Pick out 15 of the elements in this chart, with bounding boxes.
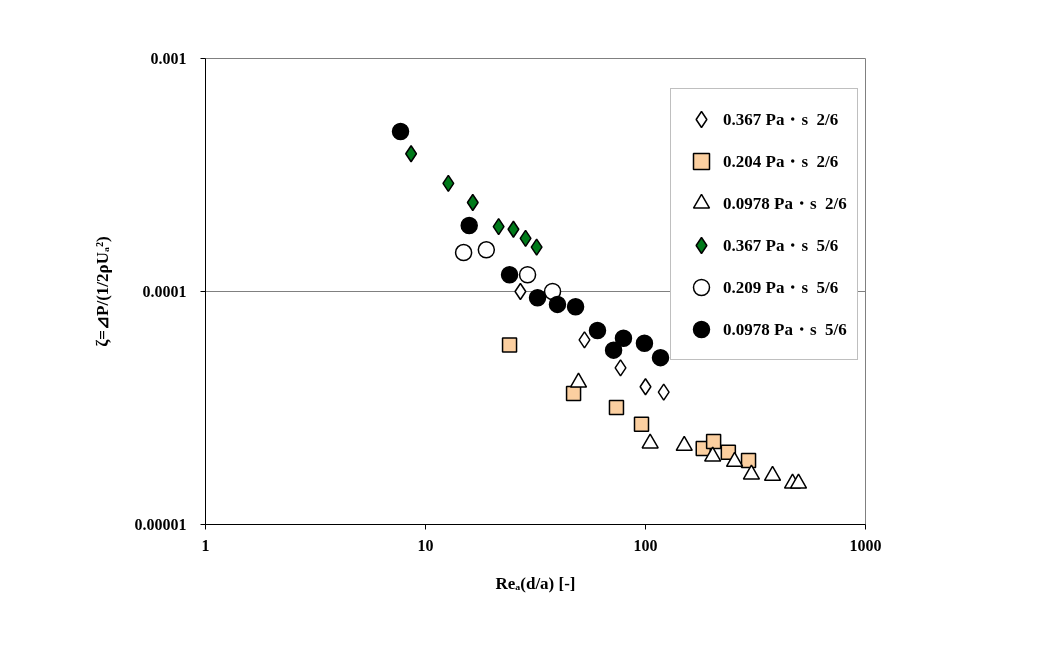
x-tick-label: 10	[417, 536, 434, 554]
legend-label: 0.367 Pa・s 2/6	[723, 108, 839, 131]
y-tick-label: 0.00001	[134, 516, 187, 533]
y-tick-label: 0.0001	[142, 283, 187, 300]
legend-label: 0.204 Pa・s 2/6	[723, 150, 839, 173]
x-tick-label: 1	[201, 536, 210, 554]
x-axis-title: Reₐ(d/a) [-]	[495, 573, 576, 593]
legend-label: 0.0978 Pa・s 2/6	[723, 192, 847, 215]
x-tick-label: 100	[633, 536, 658, 554]
legend-label: 0.209 Pa・s 5/6	[723, 276, 839, 299]
legend-label: 0.367 Pa・s 5/6	[723, 234, 839, 257]
x-tick-label: 1000	[849, 536, 882, 554]
y-tick-label: 0.001	[150, 50, 187, 67]
legend-label: 0.0978 Pa・s 5/6	[723, 318, 847, 341]
y-axis-title: ζ=⊿P/(1/2ρUₐ²)	[92, 236, 112, 347]
